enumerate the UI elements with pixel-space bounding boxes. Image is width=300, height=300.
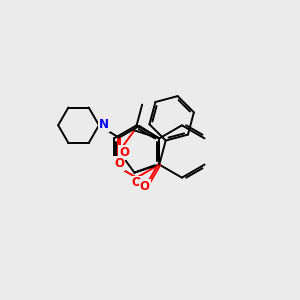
- Text: O: O: [140, 180, 150, 193]
- Text: O: O: [114, 158, 124, 170]
- Text: O: O: [119, 146, 129, 159]
- Text: N: N: [99, 118, 109, 131]
- Text: O: O: [131, 176, 141, 190]
